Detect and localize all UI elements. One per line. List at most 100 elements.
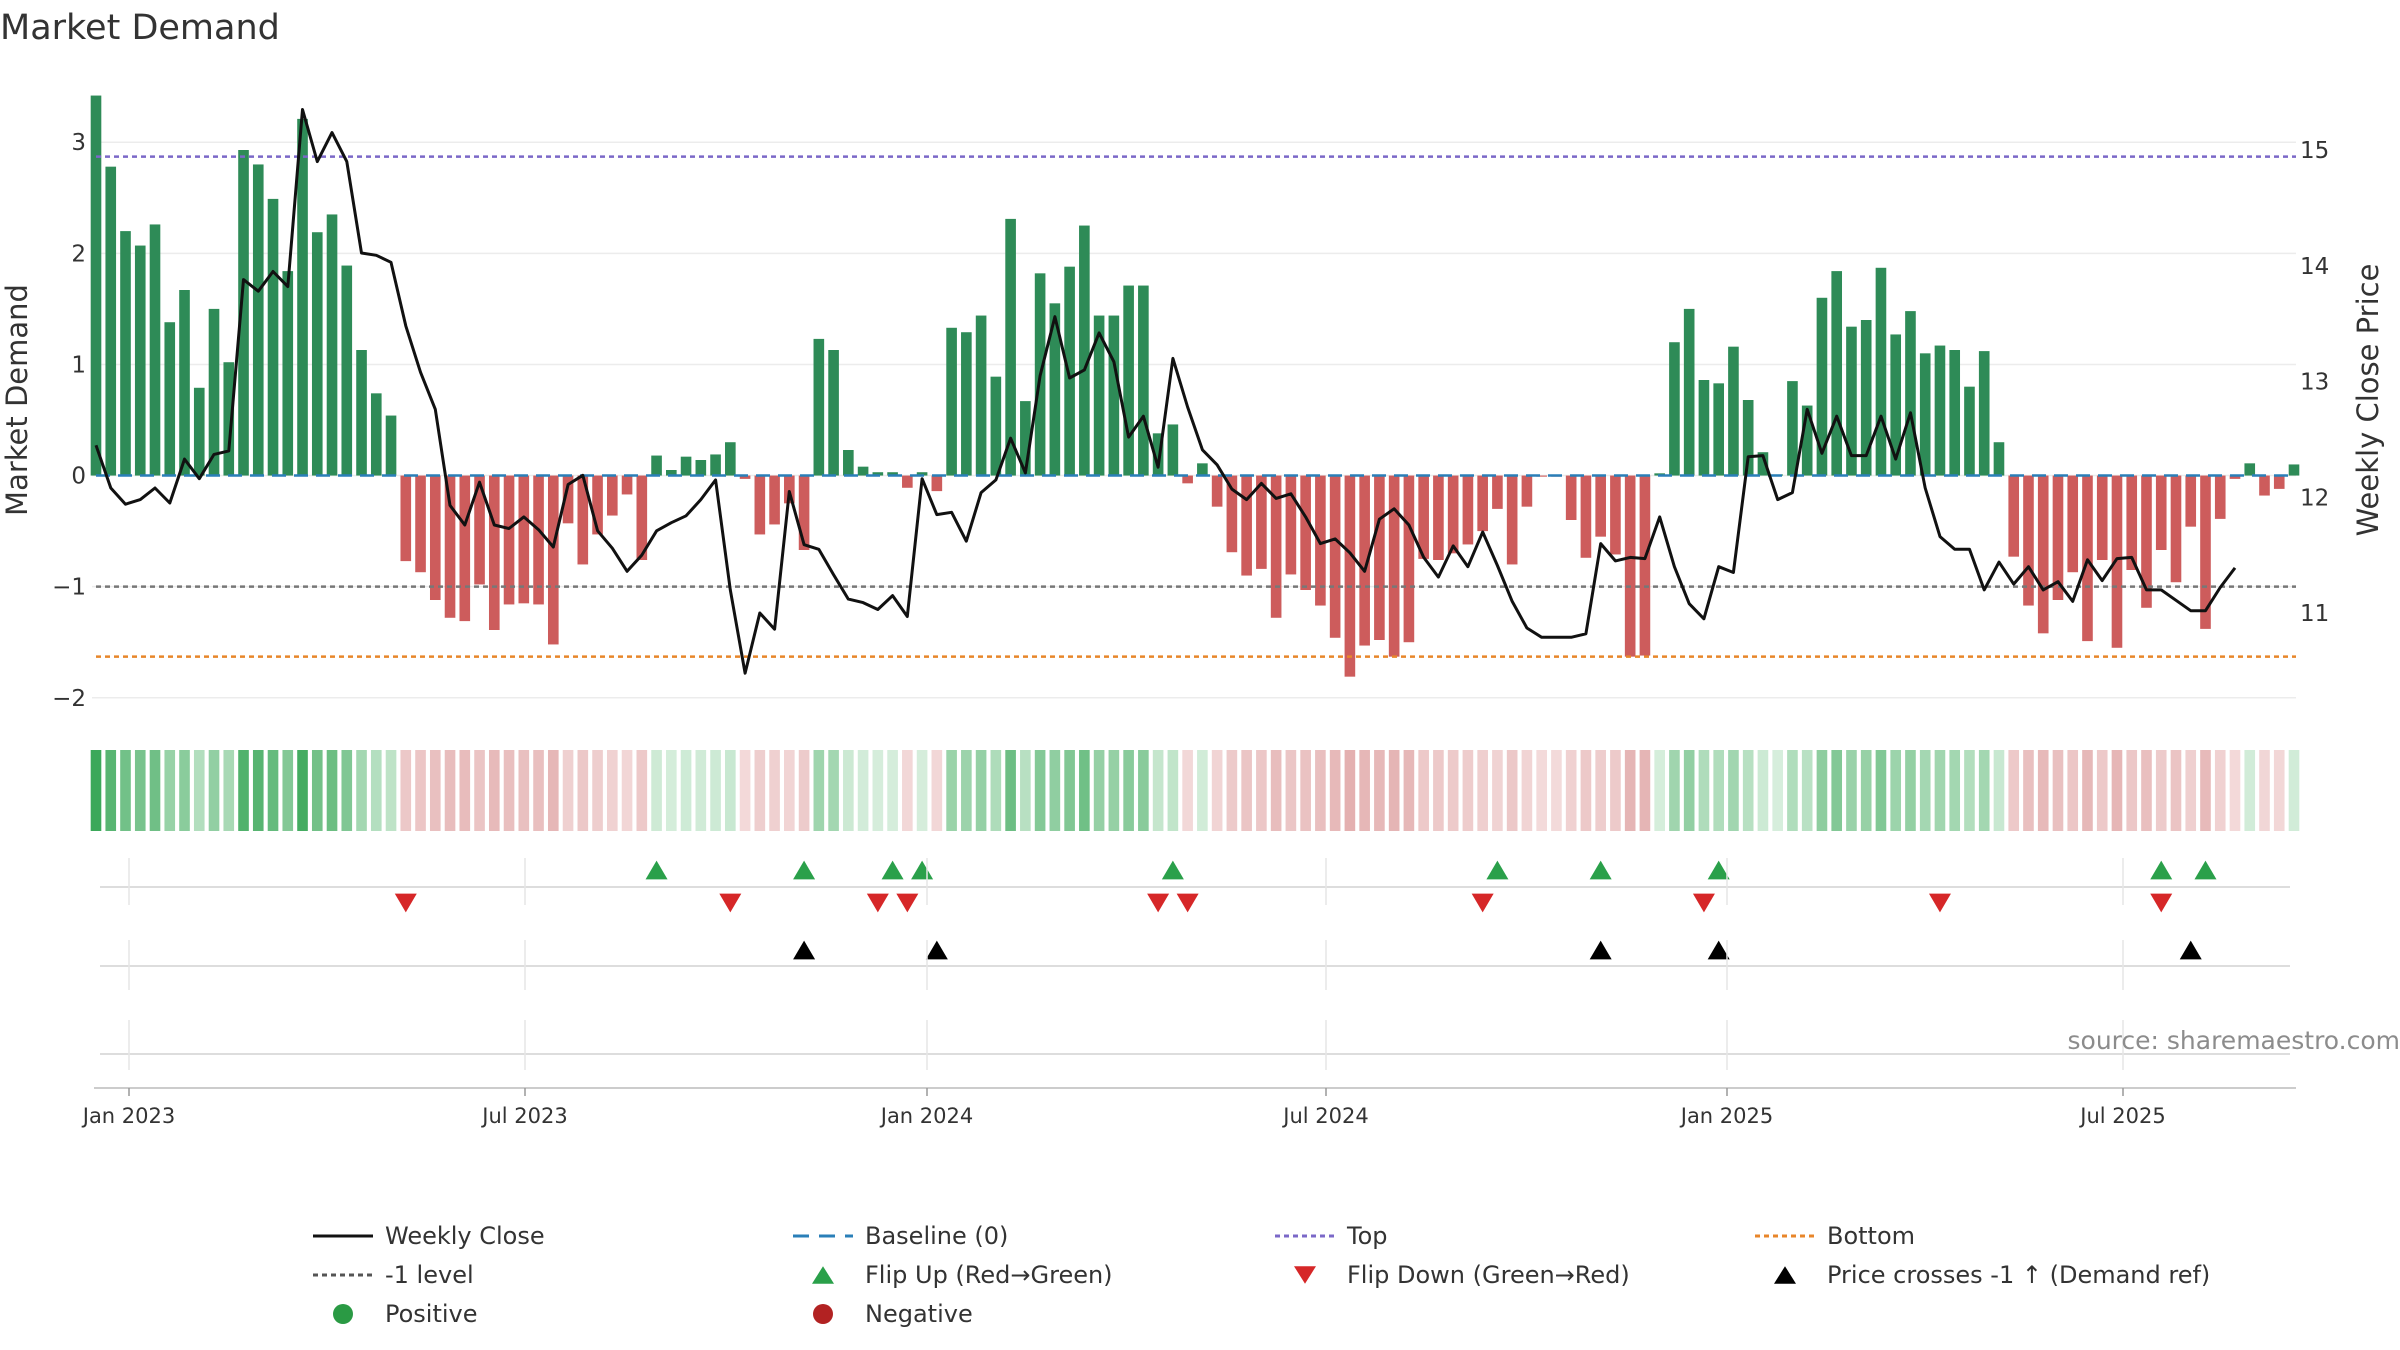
heat-cell-30 <box>533 750 544 831</box>
heat-cell-57 <box>931 750 943 831</box>
heat-cell-23 <box>429 750 441 831</box>
demand-bar-97 <box>1521 475 1533 507</box>
heat-cell-55 <box>902 750 913 831</box>
y-tick-label: 3 <box>71 130 86 156</box>
heat-cell-52 <box>857 750 869 831</box>
legend-swatch <box>1774 1266 1796 1284</box>
heat-cell-12 <box>267 750 279 831</box>
y2-axis-label: Weekly Close Price <box>2351 264 2385 537</box>
demand-bar-66 <box>1064 266 1075 476</box>
demand-bar-67 <box>1079 225 1090 476</box>
demand-bar-73 <box>1167 424 1179 476</box>
demand-bar-78 <box>1241 475 1252 576</box>
heat-cell-2 <box>120 750 131 831</box>
legend-item: Baseline (0) <box>793 1222 1008 1250</box>
heat-cell-101 <box>1580 750 1592 831</box>
y2-tick-label: 11 <box>2300 601 2329 627</box>
demand-bar-142 <box>2185 475 2197 527</box>
demand-bar-53 <box>872 472 884 476</box>
y-axis-label: Market Demand <box>0 284 34 516</box>
heat-cell-43 <box>725 750 736 831</box>
demand-bar-28 <box>503 475 515 605</box>
demand-bar-147 <box>2259 475 2270 496</box>
heat-cell-134 <box>2067 750 2079 831</box>
flip-down-marker <box>1147 893 1170 913</box>
y2-tick-label: 14 <box>2300 254 2329 280</box>
demand-bar-149 <box>2288 464 2300 476</box>
heat-cell-70 <box>1123 750 1134 831</box>
heat-cell-10 <box>238 750 249 831</box>
demand-bar-75 <box>1197 463 1208 476</box>
flip-up-marker <box>1589 860 1612 880</box>
y-tick-label: −2 <box>52 686 86 712</box>
y2-tick-label: 13 <box>2300 370 2329 396</box>
demand-bar-100 <box>1565 475 1577 520</box>
heat-cell-46 <box>769 750 780 831</box>
demand-bar-45 <box>754 475 766 535</box>
heat-cell-95 <box>1492 750 1503 831</box>
demand-bars <box>90 95 2300 677</box>
heat-cell-67 <box>1079 750 1090 831</box>
heat-cell-26 <box>474 750 485 831</box>
demand-bar-4 <box>149 224 161 476</box>
legend-swatch <box>333 1304 353 1324</box>
flip-up-marker <box>881 860 904 880</box>
demand-bar-122 <box>1890 334 1902 476</box>
heat-cell-60 <box>975 750 987 831</box>
flip-down-marker <box>394 893 417 913</box>
heat-cell-50 <box>828 750 839 831</box>
heat-cell-137 <box>2111 750 2123 831</box>
heat-cell-44 <box>739 750 751 831</box>
legend-item: Bottom <box>1755 1222 1915 1250</box>
demand-bar-26 <box>474 475 485 585</box>
heat-cell-32 <box>562 750 574 831</box>
heat-cell-4 <box>149 750 161 831</box>
heat-cell-5 <box>164 750 176 831</box>
demand-bar-113 <box>1757 452 1769 476</box>
heat-cell-59 <box>961 750 972 831</box>
flip-up-marker <box>2150 860 2173 880</box>
demand-bar-123 <box>1905 311 1916 476</box>
heat-cell-25 <box>459 750 471 831</box>
flip-up-marker <box>645 860 668 880</box>
demand-bar-68 <box>1093 315 1105 476</box>
y2-tick-label: 12 <box>2300 485 2329 511</box>
demand-bar-14 <box>297 118 308 476</box>
heat-cell-8 <box>208 750 220 831</box>
heat-cell-90 <box>1418 750 1429 831</box>
x-tick-label: Jul 2024 <box>1281 1104 1368 1128</box>
demand-bar-72 <box>1152 433 1164 476</box>
heat-cell-54 <box>887 750 898 831</box>
heat-cell-71 <box>1138 750 1149 831</box>
heat-cell-85 <box>1344 750 1356 831</box>
heat-cell-33 <box>577 750 589 831</box>
price-cross-marker <box>2179 940 2202 960</box>
legend-label: Bottom <box>1827 1222 1915 1250</box>
heat-cell-83 <box>1315 750 1326 831</box>
heat-cell-41 <box>695 750 707 831</box>
demand-bar-56 <box>916 472 928 476</box>
heat-cell-138 <box>2126 750 2138 831</box>
heat-cell-89 <box>1403 750 1415 831</box>
demand-bar-85 <box>1344 475 1356 677</box>
demand-bar-112 <box>1742 400 1754 476</box>
weekly-close-line <box>94 108 2237 675</box>
heat-cell-48 <box>798 750 810 831</box>
demand-bar-48 <box>798 475 810 550</box>
heat-cell-76 <box>1211 750 1223 831</box>
heat-cell-146 <box>2244 750 2256 831</box>
demand-bar-34 <box>592 475 603 535</box>
heat-cell-74 <box>1182 750 1193 831</box>
demand-bar-87 <box>1374 475 1385 640</box>
heat-cell-21 <box>400 750 412 831</box>
heat-cell-1 <box>105 750 117 831</box>
heat-cell-140 <box>2155 750 2167 831</box>
demand-bar-109 <box>1698 380 1710 476</box>
heat-cell-9 <box>223 750 235 831</box>
demand-bar-23 <box>429 475 441 600</box>
heat-cell-6 <box>179 750 190 831</box>
demand-bar-136 <box>2096 475 2108 560</box>
heat-cell-105 <box>1639 750 1651 831</box>
legend-label: Negative <box>865 1300 973 1328</box>
